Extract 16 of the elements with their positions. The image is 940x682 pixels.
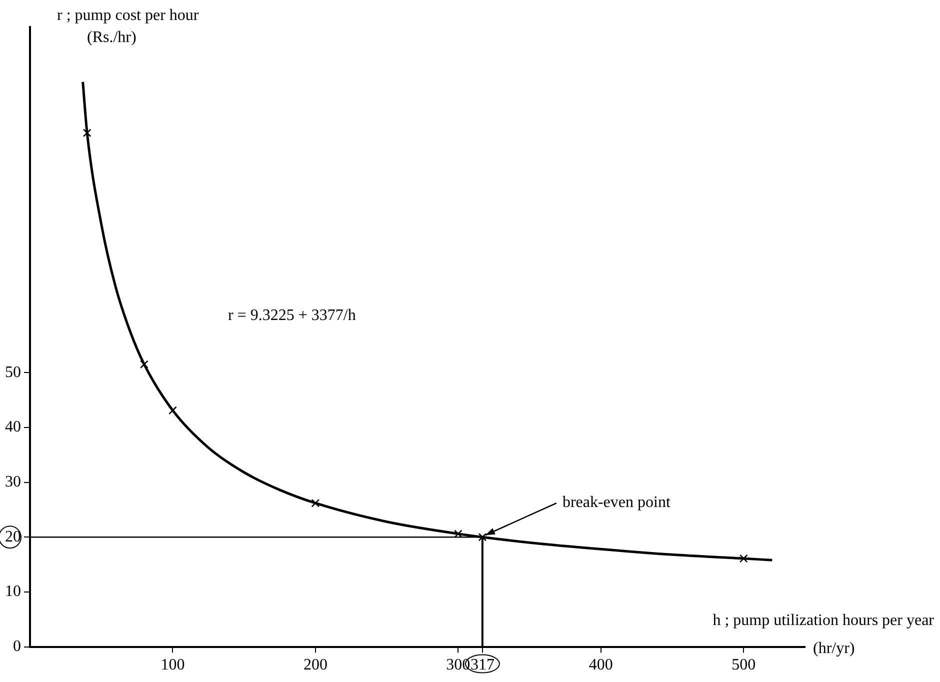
y-tick-label: 40 — [5, 418, 21, 436]
y-tick-label: 20 — [5, 528, 21, 546]
y-tick-label: 50 — [5, 364, 21, 381]
y-tick-label: 0 — [13, 638, 21, 656]
annotation: r = 9.3225 + 3377/h — [228, 307, 356, 324]
annotation: break-even point — [562, 494, 671, 512]
y-axis-title: r ; pump cost per hour (Rs./hr) — [57, 7, 200, 46]
x-axis-title: h ; pump utilization hours per year — [712, 612, 935, 629]
x-tick-label: 200 — [303, 656, 328, 674]
x-tick-label: 400 — [588, 656, 613, 674]
text: (hr/yr) — [813, 640, 855, 657]
x-tick-label: 500 — [732, 656, 756, 674]
x-tick-label: 100 — [160, 656, 185, 674]
y-tick-label: 30 — [5, 473, 21, 490]
x-tick-label: 317 — [470, 656, 494, 674]
y-tick-label: 10 — [5, 583, 21, 600]
